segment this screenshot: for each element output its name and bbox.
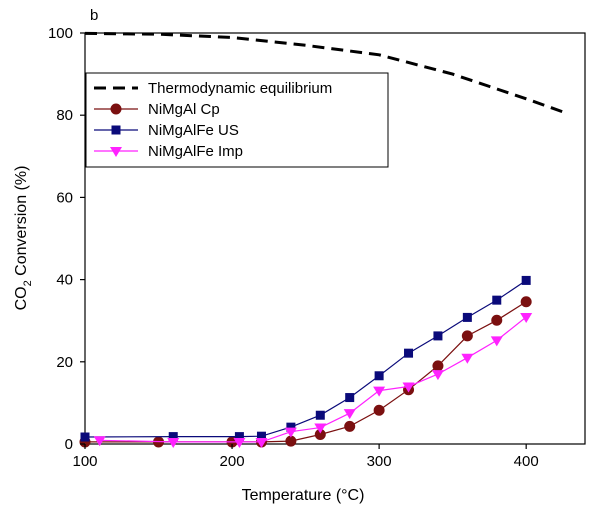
- data-point: [93, 436, 106, 447]
- data-point: [315, 410, 325, 420]
- series-0: [84, 31, 564, 114]
- y-tick-label: 0: [65, 436, 73, 453]
- x-tick-label: 200: [220, 453, 245, 470]
- legend-label: Thermodynamic equilibrium: [148, 80, 332, 97]
- data-point: [256, 431, 266, 441]
- data-point: [286, 422, 296, 432]
- data-point: [233, 437, 246, 448]
- legend: Thermodynamic equilibrium NiMgAl Cp NiMgAl…: [85, 72, 389, 168]
- series-2: [80, 275, 531, 442]
- panel-label: b: [90, 7, 98, 24]
- data-point: [374, 371, 384, 381]
- data-point: [168, 432, 178, 442]
- data-point: [520, 296, 532, 308]
- data-point: [431, 370, 444, 381]
- data-point: [234, 432, 244, 442]
- data-point: [492, 295, 502, 305]
- y-axis-title: CO2 Conversion (%): [13, 166, 34, 311]
- y-axis-title-main: CO: [13, 286, 30, 310]
- data-point: [432, 360, 444, 372]
- data-point: [462, 312, 472, 322]
- data-point: [314, 423, 327, 434]
- data-point: [373, 404, 385, 416]
- y-tick-label: 80: [56, 107, 73, 124]
- data-point: [461, 330, 473, 342]
- series-layer: [79, 31, 564, 448]
- data-point: [461, 353, 474, 364]
- data-point: [344, 420, 356, 432]
- y-axis-title-rest: Conversion (%): [13, 166, 30, 281]
- legend-marker: [111, 125, 121, 135]
- data-point: [255, 437, 268, 448]
- legend-marker: [110, 147, 122, 157]
- y-tick-label: 40: [56, 272, 73, 289]
- x-tick-label: 100: [72, 453, 97, 470]
- data-point: [520, 313, 533, 324]
- legend-label: NiMgAl Cp: [148, 101, 220, 118]
- data-point: [167, 437, 180, 448]
- plot-area: [84, 32, 586, 445]
- y-tick-label: 60: [56, 189, 73, 206]
- x-tick-label: 300: [367, 453, 392, 470]
- series-3: [93, 313, 533, 448]
- data-point: [373, 386, 386, 397]
- data-point: [343, 409, 356, 420]
- data-point: [521, 275, 531, 285]
- legend-label: NiMgAlFe Imp: [148, 143, 243, 160]
- axes-layer: 100 200 300 400 0 20 40 60 80 100: [48, 25, 539, 470]
- y-tick-label: 100: [48, 25, 73, 42]
- data-point: [433, 331, 443, 341]
- data-point: [404, 348, 414, 358]
- series-line: [84, 31, 564, 114]
- data-point: [80, 432, 90, 442]
- data-point: [490, 336, 503, 347]
- y-tick-label: 20: [56, 354, 73, 371]
- series-line: [84, 279, 527, 438]
- data-point: [345, 393, 355, 403]
- data-point: [402, 382, 415, 393]
- legend-label: NiMgAlFe US: [148, 122, 239, 139]
- plot-border: [84, 32, 586, 445]
- y-axis-title-subscript: 2: [22, 280, 34, 286]
- data-point: [491, 314, 503, 326]
- legend-marker: [110, 103, 122, 115]
- data-point: [284, 427, 297, 438]
- x-axis-title: Temperature (°C): [242, 487, 365, 504]
- x-tick-label: 400: [514, 453, 539, 470]
